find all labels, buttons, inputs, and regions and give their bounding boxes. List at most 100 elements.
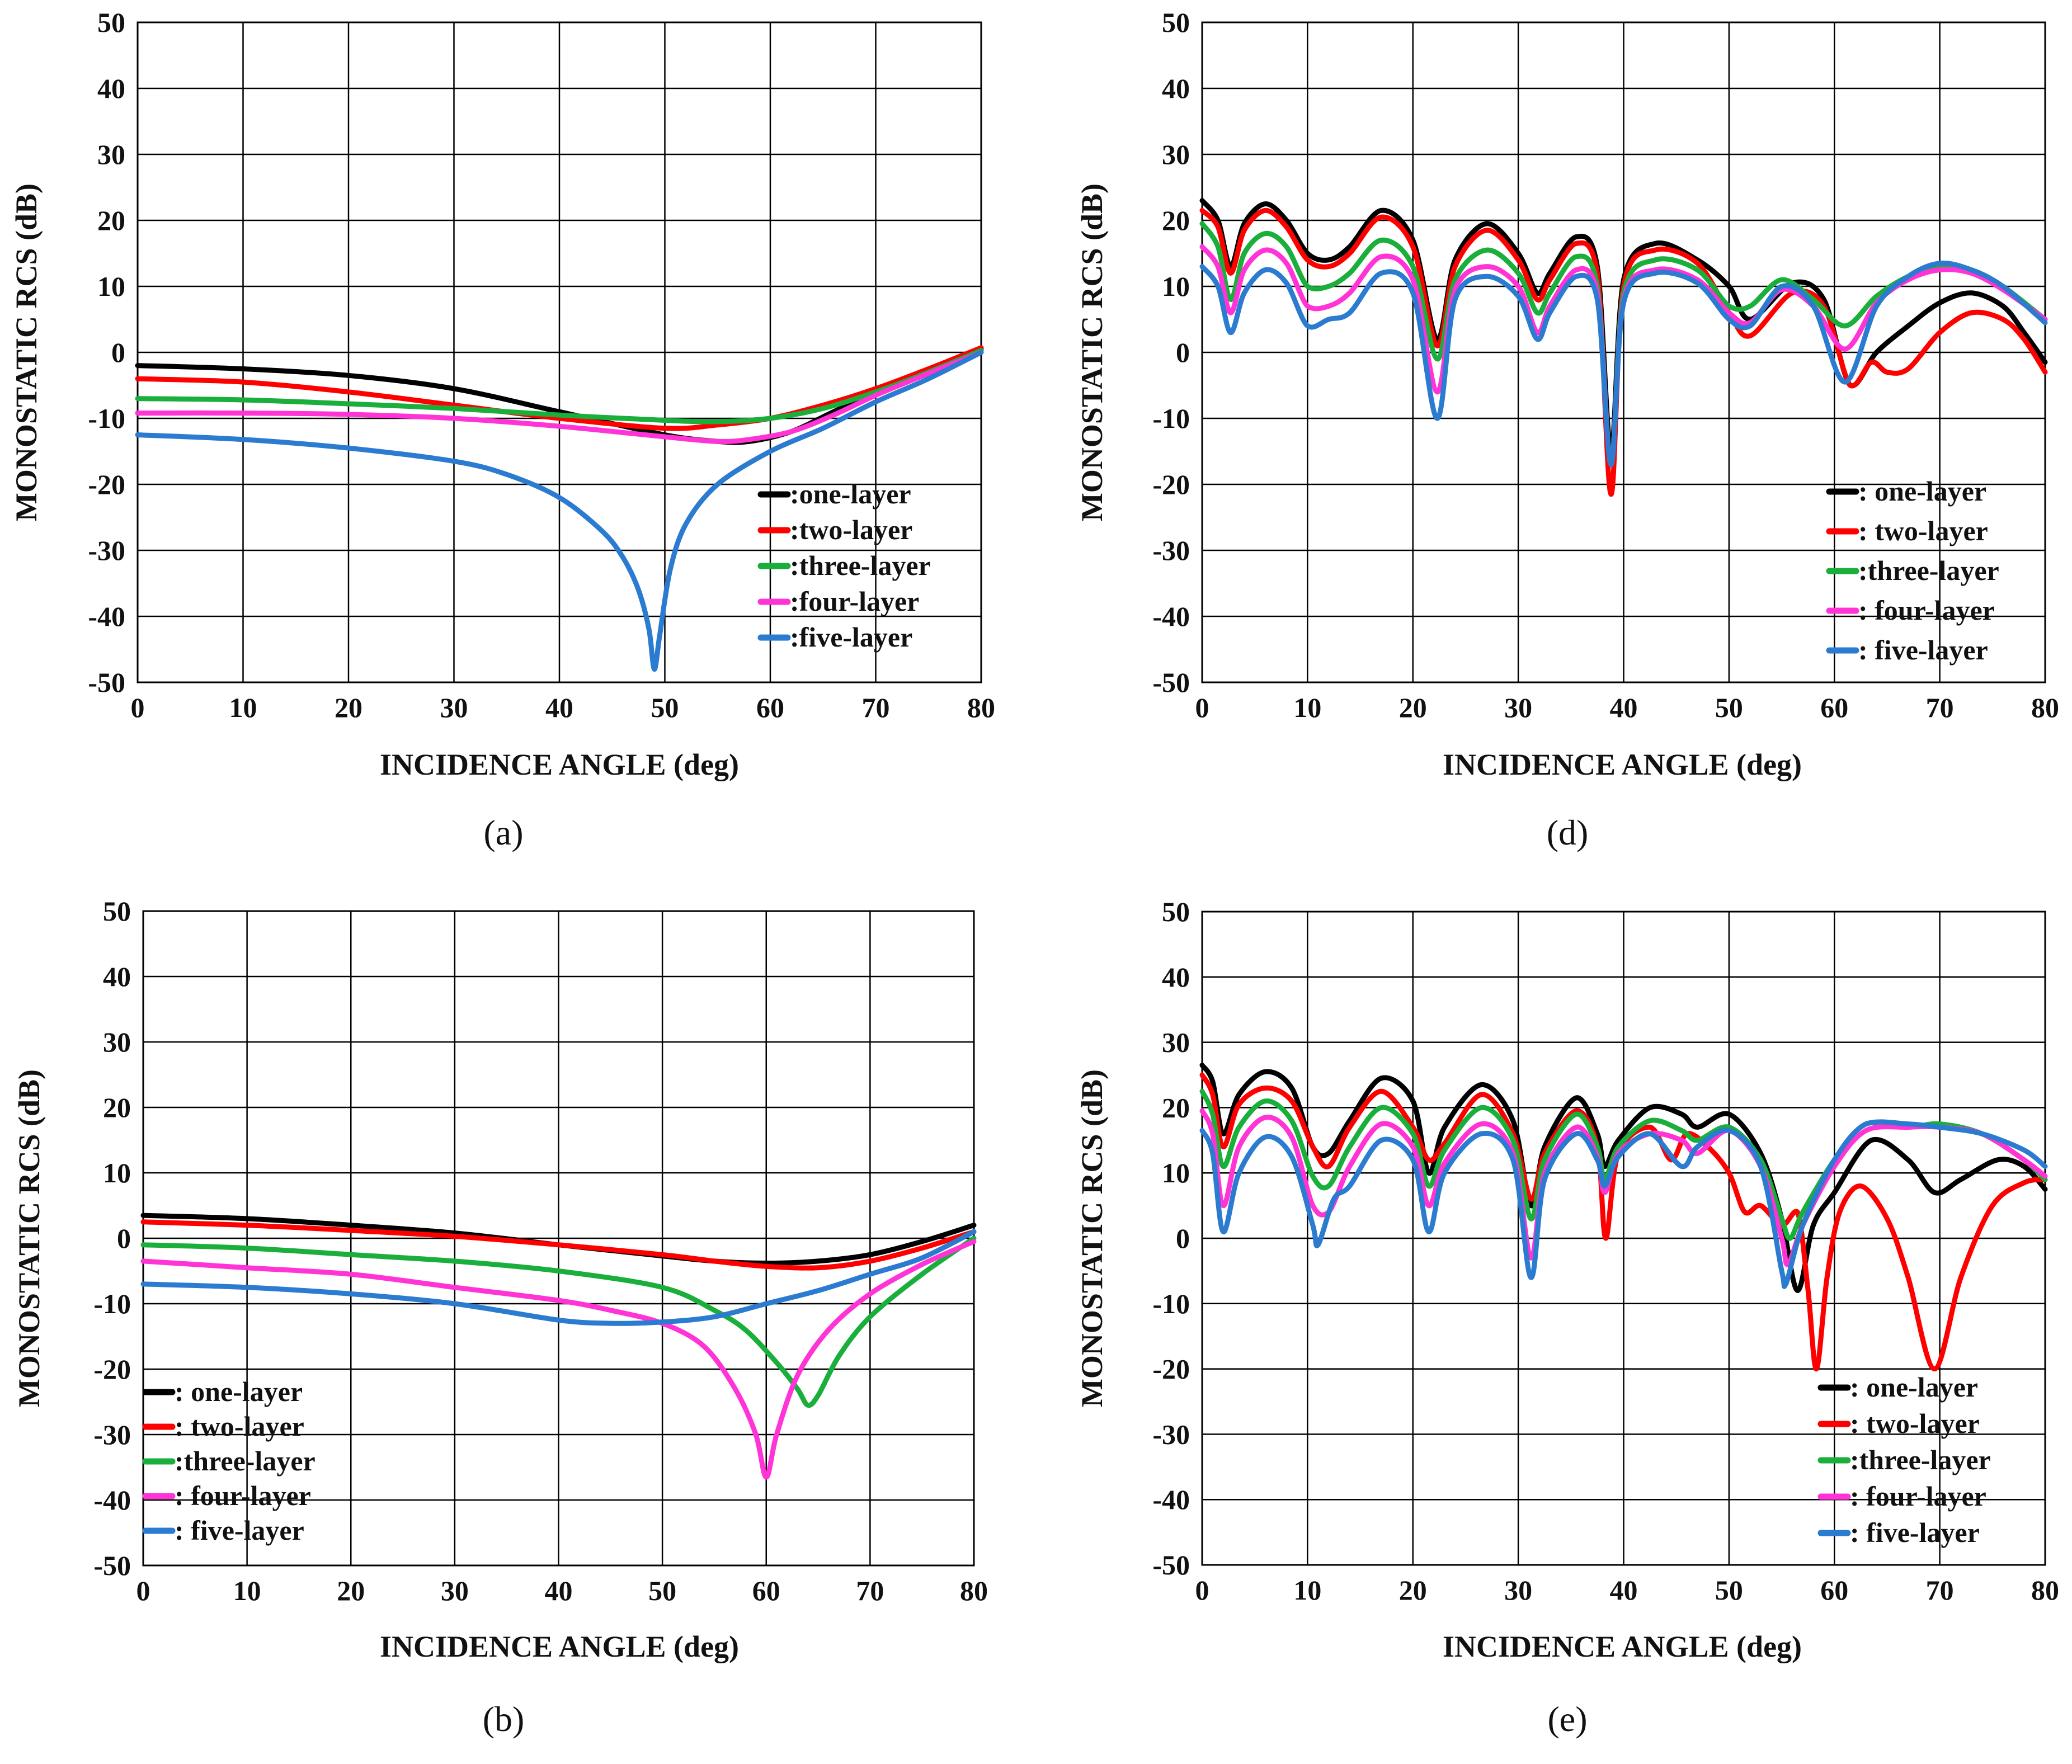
series-group: [135, 345, 984, 672]
y-tick-label: -40: [1152, 601, 1190, 632]
x-tick-label: 0: [131, 692, 145, 723]
panel-caption: (b): [483, 1699, 525, 1739]
x-tick-label: 10: [1293, 1574, 1321, 1606]
y-tick-label: 40: [97, 73, 125, 104]
x-tick-label: 10: [229, 692, 257, 723]
legend-label-two-layer: : two-layer: [1850, 1408, 1980, 1439]
legend-label-one-layer: : one-layer: [1850, 1371, 1978, 1403]
legend-label-five-layer: : five-layer: [1858, 634, 1988, 666]
y-tick-label: -40: [93, 1484, 131, 1516]
panel-caption: (d): [1547, 813, 1589, 852]
y-tick-label: -30: [1152, 1418, 1190, 1450]
y-tick-label: -30: [1152, 535, 1190, 566]
panel-caption: (e): [1547, 1699, 1587, 1739]
x-tick-label: 60: [1820, 692, 1848, 723]
y-tick-label: -50: [1152, 1549, 1190, 1581]
y-tick-label: -40: [88, 601, 125, 632]
x-tick-label: 20: [335, 692, 362, 723]
legend: :one-layer:two-layer:three-layer:four-la…: [757, 478, 931, 653]
x-tick-label: 60: [752, 1575, 780, 1606]
series-line-three-layer: [1199, 221, 2048, 468]
tick-labels: 0 10 20 30 40 50 60 70 80 50 40 30 20 10 0 -10 -20 -30 -40…: [1152, 896, 2059, 1606]
y-tick-label: -20: [93, 1353, 131, 1385]
legend-label-one-layer: :one-layer: [790, 478, 911, 510]
series-line-three-layer: [135, 348, 984, 425]
x-tick-label: 50: [648, 1575, 676, 1606]
x-tick-label: 50: [651, 692, 679, 723]
y-axis-label: MONOSTATIC RCS (dB): [10, 183, 43, 521]
legend: : one-layer: two-layer:three-layer: four…: [1826, 475, 1999, 666]
series-line-two-layer: [135, 345, 984, 431]
legend-label-three-layer: :three-layer: [790, 550, 931, 581]
x-tick-label: 70: [862, 692, 890, 723]
x-axis-label: INCIDENCE ANGLE (deg): [1443, 1630, 1802, 1663]
series-line-five-layer: [140, 1229, 977, 1326]
x-tick-label: 0: [1195, 1574, 1209, 1606]
x-tick-label: 20: [1399, 692, 1427, 723]
legend-label-five-layer: :five-layer: [790, 621, 912, 653]
x-tick-label: 70: [856, 1575, 884, 1606]
y-tick-label: 20: [1162, 1092, 1190, 1123]
y-tick-label: 40: [103, 961, 131, 992]
y-tick-label: 30: [97, 139, 125, 170]
x-tick-label: 80: [2031, 1574, 2059, 1606]
x-tick-label: 40: [1610, 1574, 1638, 1606]
y-tick-label: -50: [88, 667, 125, 698]
panel-b: 0 10 20 30 40 50 60 70 80 50 40 30 20 10 0 -10 -20 -30 -40…: [12, 895, 988, 1739]
y-tick-label: -50: [1152, 667, 1190, 698]
legend-label-four-layer: : four-layer: [1858, 595, 1995, 626]
tick-labels: 0 10 20 30 40 50 60 70 80 50 40 30 20 10 0 -10 -20 -30 -40…: [93, 895, 988, 1606]
y-tick-label: -10: [88, 403, 125, 434]
plot-frame: [1201, 911, 2046, 1566]
series-line-four-layer: [1199, 244, 2048, 468]
y-tick-label: 50: [1162, 7, 1190, 38]
panel-d: 0 10 20 30 40 50 60 70 80 50 40 30 20 10 0 -10 -20 -30 -40…: [1075, 7, 2059, 852]
tick-labels: 0 10 20 30 40 50 60 70 80 50 40 30 20 10 0 -10 -20 -30 -40…: [88, 7, 995, 723]
x-tick-label: 50: [1715, 692, 1743, 723]
x-tick-label: 40: [545, 1575, 573, 1606]
y-tick-label: 0: [117, 1223, 131, 1254]
y-tick-label: 40: [1162, 73, 1190, 104]
y-tick-label: -20: [1152, 469, 1190, 500]
x-tick-label: 30: [441, 1575, 469, 1606]
y-tick-label: 30: [1162, 139, 1190, 170]
legend: : one-layer: two-layer:three-layer: four…: [142, 1376, 315, 1546]
y-tick-label: 20: [103, 1092, 131, 1123]
panel-caption: (a): [483, 813, 523, 852]
legend-label-four-layer: : four-layer: [1850, 1480, 1986, 1512]
y-tick-label: 0: [1176, 1223, 1190, 1254]
x-tick-label: 30: [1504, 1574, 1532, 1606]
y-tick-label: -50: [93, 1550, 131, 1581]
y-tick-label: 0: [1176, 337, 1190, 368]
legend-label-three-layer: :three-layer: [1858, 555, 1999, 586]
series-line-five-layer: [1199, 1119, 2048, 1289]
legend-label-two-layer: : two-layer: [175, 1411, 304, 1442]
x-tick-label: 20: [1399, 1574, 1427, 1606]
x-tick-label: 0: [136, 1575, 150, 1606]
series-group: [140, 1213, 977, 1480]
y-tick-label: 10: [1162, 1157, 1190, 1188]
y-tick-label: 20: [1162, 205, 1190, 236]
series-group: [1199, 198, 2048, 497]
y-tick-label: -30: [88, 535, 125, 566]
y-tick-label: 20: [97, 205, 125, 236]
y-tick-label: 10: [1162, 271, 1190, 302]
plot-frame: [1201, 21, 2046, 683]
y-tick-label: 10: [97, 271, 125, 302]
legend: : one-layer: two-layer:three-layer: four…: [1817, 1371, 1991, 1548]
x-tick-label: 50: [1715, 1574, 1743, 1606]
x-tick-label: 10: [1293, 692, 1321, 723]
x-tick-label: 70: [1926, 1574, 1954, 1606]
legend-label-five-layer: : five-layer: [1850, 1517, 1980, 1548]
x-axis-label: INCIDENCE ANGLE (deg): [380, 748, 739, 781]
series-line-four-layer: [1199, 1108, 2048, 1267]
series-line-four-layer: [140, 1239, 977, 1480]
series-line-two-layer: [140, 1219, 977, 1271]
x-tick-label: 80: [960, 1575, 988, 1606]
y-axis-label: MONOSTATIC RCS (dB): [12, 1069, 46, 1407]
legend-label-one-layer: : one-layer: [175, 1376, 303, 1407]
legend-label-two-layer: :two-layer: [790, 514, 912, 545]
y-axis-label: MONOSTATIC RCS (dB): [1075, 1069, 1109, 1407]
y-tick-label: -10: [1152, 1288, 1190, 1319]
y-tick-label: -20: [1152, 1353, 1190, 1385]
